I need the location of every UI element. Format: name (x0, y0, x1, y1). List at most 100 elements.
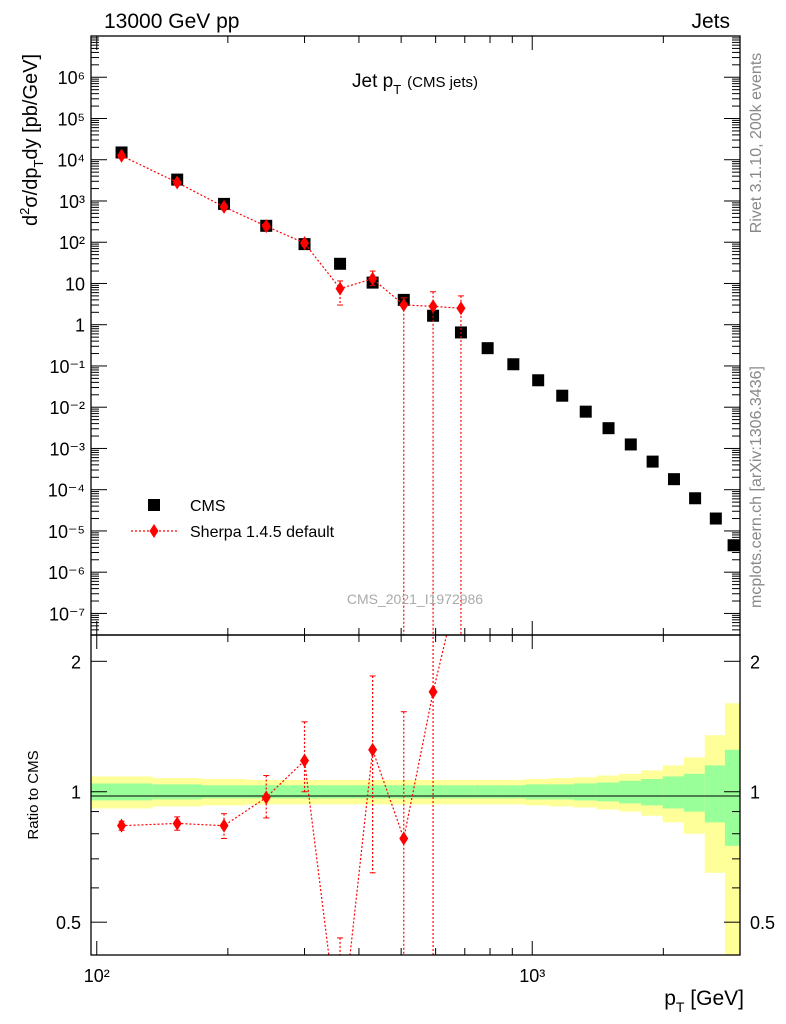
cms-data-point (624, 438, 637, 451)
main-panel: 10⁻⁷ 10⁻⁶ 10⁻⁵ 10⁻⁴ 10⁻³ 10⁻² 10⁻¹ 1 10 10² 10³ 10⁴… (48, 35, 741, 636)
sherpa-ratio-line-tail (432, 635, 448, 693)
header-observable-label: Jets (691, 10, 730, 33)
cms-data-point (579, 405, 592, 418)
legend-cms-marker (148, 499, 160, 511)
main-y-tick-label: 1 (75, 316, 85, 336)
sherpa-ratio-point (117, 818, 127, 833)
cms-data-point (667, 473, 680, 486)
legend-sherpa-label: Sherpa 1.4.5 default (190, 524, 335, 541)
ratio-band-inner (418, 785, 448, 799)
legend-sherpa-marker (149, 524, 159, 538)
analysis-watermark: CMS_2021_I1972986 (347, 591, 483, 607)
ratio-band-inner (724, 749, 740, 846)
cms-data-point (427, 309, 440, 322)
ratio-frame (90, 634, 741, 956)
plot-title-suffix: (CMS jets) (407, 74, 478, 91)
sherpa-data-point (219, 199, 229, 214)
sherpa-data-point (117, 148, 127, 163)
mcplots-info-label: mcplots.cern.ch [arXiv:1306.3436] (748, 366, 765, 608)
ratio-panel: 10² 10³ 0.5 0.5 1 1 2 2 (56, 634, 775, 986)
sherpa-data-point (368, 271, 378, 286)
sherpa-ratio-point (368, 742, 378, 757)
main-frame (90, 35, 741, 636)
main-y-tick-label: 10⁻⁵ (48, 522, 85, 542)
sherpa-data-point (335, 281, 345, 296)
cms-data-point (481, 342, 494, 355)
ratio-band-inner (662, 776, 685, 809)
main-y-axis-label: d2σ/dpTdy [pb/GeV] (17, 54, 46, 226)
main-y-tick-label: 10⁶ (58, 68, 85, 88)
sherpa-ratio-point (300, 753, 310, 768)
sherpa-line (121, 155, 462, 309)
main-y-tick-label: 10³ (59, 192, 85, 212)
ratio-band-inner (201, 785, 247, 799)
ratio-band-inner (596, 782, 620, 802)
ratio-band-inner (683, 773, 706, 812)
main-y-tick-label: 10⁵ (58, 109, 85, 129)
ratio-band-inner (446, 785, 475, 799)
cms-data-point (602, 422, 615, 435)
cms-data-point (727, 539, 740, 552)
ratio-band-inner (619, 780, 642, 804)
ratio-y-tick-label: 0.5 (56, 913, 81, 933)
legend: CMS Sherpa 1.4.5 default (131, 498, 335, 541)
sherpa-ratio-point (428, 684, 438, 699)
cms-data-point (709, 512, 722, 525)
cms-data-point (646, 455, 659, 468)
x-axis-label: pT [GeV] (664, 987, 744, 1015)
sherpa-data-point (456, 301, 466, 316)
ratio-band-inner (322, 785, 358, 799)
x-tick-label: 10³ (519, 966, 545, 986)
ratio-y-tick-label: 1 (71, 783, 81, 803)
main-y-tick-label: 10⁻⁷ (49, 604, 85, 624)
rivet-info-label: Rivet 3.1.10, 200k events (748, 53, 765, 234)
sherpa-data-point (172, 175, 182, 190)
cms-data-point (556, 389, 569, 402)
sherpa-data-point (300, 236, 310, 251)
main-y-tick-label: 10⁻¹ (49, 357, 85, 377)
ratio-band-inner (641, 779, 664, 806)
sherpa-data-point (428, 299, 438, 314)
sherpa-ratio-point (261, 790, 271, 805)
sherpa-data-point (261, 219, 271, 234)
ratio-y-tick-label-right: 0.5 (750, 913, 775, 933)
x-axis-label-sub: T (676, 999, 685, 1015)
sherpa-ratio-line (121, 691, 434, 955)
ratio-band-inner (500, 785, 527, 799)
ratio-band-inner (356, 785, 389, 799)
ratio-band-inner (704, 765, 726, 823)
ratio-y-tick-label-right: 2 (750, 652, 760, 672)
ratio-y-tick-label-right: 1 (750, 783, 760, 803)
main-y-tick-label: 10² (59, 233, 85, 253)
header-process-label: 13000 GeV pp (104, 10, 239, 33)
legend-cms-label: CMS (190, 498, 226, 515)
x-axis-label-suffix: [GeV] (684, 987, 744, 1010)
ratio-y-axis-label: Ratio to CMS (25, 750, 42, 839)
main-y-tick-label: 10⁻³ (49, 439, 85, 459)
ratio-band-inner (474, 785, 502, 799)
cms-data-point (507, 358, 520, 371)
main-y-tick-label: 10 (65, 274, 85, 294)
sherpa-ratio-point (172, 816, 182, 831)
main-y-tick-label: 10⁻⁶ (48, 563, 85, 583)
ratio-y-tick-label: 2 (71, 652, 81, 672)
cms-data-point (689, 492, 702, 505)
ratio-band-inner (573, 783, 598, 801)
x-axis-label-main: p (664, 987, 676, 1010)
plot-title-sub: T (393, 82, 401, 97)
ratio-band-inner (152, 784, 203, 800)
plot-title-main: Jet p (352, 71, 393, 92)
cms-data-point (532, 374, 545, 387)
sherpa-data-point (399, 298, 409, 313)
main-y-tick-label: 10⁻⁴ (48, 481, 85, 501)
x-tick-label: 10² (84, 966, 110, 986)
sherpa-ratio-point (399, 831, 409, 846)
sherpa-ratio-point (219, 818, 229, 833)
cms-data-point (334, 257, 347, 270)
ratio-band-inner (550, 784, 575, 800)
plot-title: Jet pT (CMS jets) (352, 71, 478, 97)
main-y-tick-label: 10⁴ (57, 151, 85, 171)
main-y-tick-label: 10⁻² (49, 398, 85, 418)
ratio-band-inner (525, 784, 551, 800)
